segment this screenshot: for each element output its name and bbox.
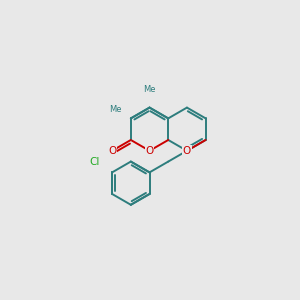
Text: Me: Me (143, 85, 156, 94)
Text: O: O (146, 146, 154, 156)
Text: O: O (183, 146, 191, 156)
Text: Cl: Cl (89, 157, 100, 167)
Text: O: O (108, 146, 116, 156)
Text: Me: Me (109, 105, 121, 114)
